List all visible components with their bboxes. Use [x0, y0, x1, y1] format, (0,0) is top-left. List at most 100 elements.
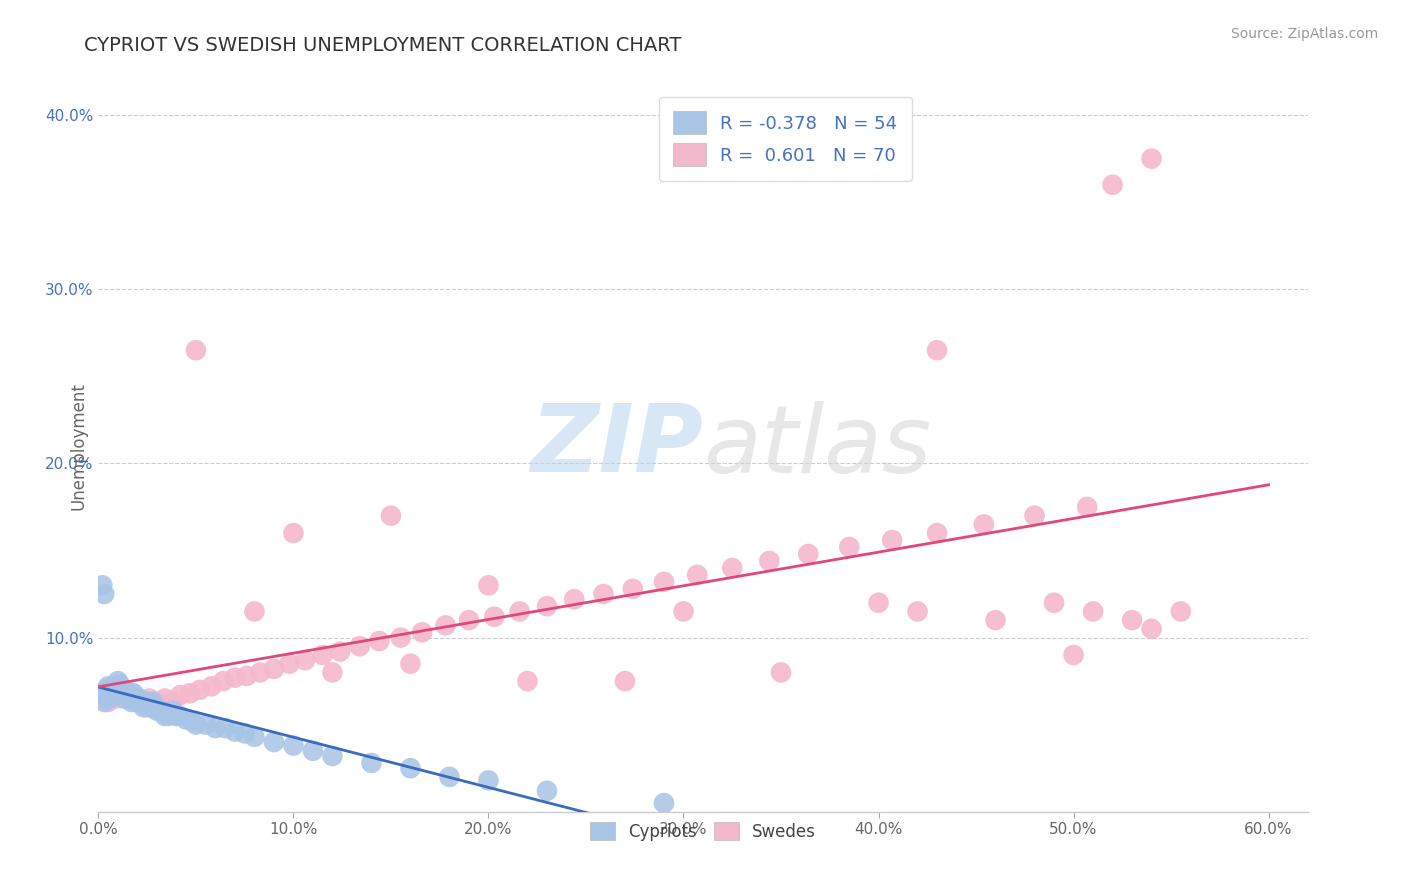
Point [1043, 596, 1066, 610]
Point [321, 665, 343, 680]
Point [143, 700, 166, 714]
Point [101, 688, 124, 702]
Text: CYPRIOT VS SWEDISH UNEMPLOYMENT CORRELATION CHART: CYPRIOT VS SWEDISH UNEMPLOYMENT CORRELAT… [84, 36, 682, 54]
Point [368, 634, 391, 648]
Point [162, 695, 184, 709]
Point [184, 717, 207, 731]
Point [134, 695, 156, 709]
Point [224, 671, 246, 685]
Point [434, 618, 457, 632]
Point [103, 682, 125, 697]
Point [149, 704, 172, 718]
Point [882, 533, 904, 547]
Point [181, 714, 204, 728]
Point [91, 578, 114, 592]
Point [686, 567, 709, 582]
Point [1121, 613, 1143, 627]
Point [104, 691, 127, 706]
Point [516, 674, 538, 689]
Point [652, 574, 675, 589]
Point [91, 686, 114, 700]
Point [114, 682, 136, 697]
Point [249, 665, 271, 680]
Point [184, 343, 207, 358]
Point [132, 695, 155, 709]
Point [111, 686, 134, 700]
Point [243, 730, 266, 744]
Point [93, 695, 115, 709]
Point [93, 686, 115, 700]
Point [127, 695, 149, 709]
Point [925, 343, 948, 358]
Point [477, 578, 499, 592]
Point [121, 695, 143, 709]
Point [1140, 622, 1163, 636]
Point [188, 682, 211, 697]
Point [484, 609, 506, 624]
Point [136, 700, 159, 714]
Point [321, 749, 343, 764]
Point [142, 695, 165, 709]
Point [312, 648, 335, 662]
Point [157, 709, 180, 723]
Point [477, 773, 499, 788]
Point [243, 604, 266, 618]
Point [118, 691, 141, 706]
Point [907, 604, 929, 618]
Point [283, 739, 305, 753]
Point [204, 721, 226, 735]
Point [360, 756, 382, 770]
Point [973, 517, 995, 532]
Point [153, 691, 176, 706]
Point [389, 631, 412, 645]
Point [1140, 152, 1163, 166]
Point [1076, 500, 1098, 514]
Point [263, 735, 285, 749]
Point [838, 540, 860, 554]
Point [263, 662, 285, 676]
Point [97, 679, 120, 693]
Point [104, 679, 127, 693]
Point [458, 613, 481, 627]
Point [165, 709, 187, 723]
Point [758, 554, 780, 568]
Point [179, 686, 201, 700]
Point [294, 653, 316, 667]
Point [124, 691, 146, 706]
Point [112, 686, 135, 700]
Point [97, 695, 120, 709]
Point [200, 679, 222, 693]
Point [131, 695, 153, 709]
Point [107, 674, 129, 689]
Point [868, 596, 890, 610]
Point [614, 674, 637, 689]
Point [439, 770, 461, 784]
Point [212, 674, 235, 689]
Point [769, 665, 792, 680]
Point [1024, 508, 1046, 523]
Point [174, 713, 197, 727]
Point [96, 682, 118, 697]
Point [278, 657, 301, 671]
Point [1170, 604, 1192, 618]
Point [121, 686, 143, 700]
Point [93, 587, 115, 601]
Point [153, 709, 176, 723]
Point [101, 686, 124, 700]
Point [1101, 178, 1123, 192]
Point [592, 587, 614, 601]
Point [399, 657, 422, 671]
Point [925, 526, 948, 541]
Point [1081, 604, 1104, 618]
Point [984, 613, 1007, 627]
Point [112, 691, 135, 706]
Point [411, 625, 433, 640]
Point [672, 604, 695, 618]
Y-axis label: Unemployment: Unemployment [69, 382, 87, 510]
Point [302, 744, 325, 758]
Point [652, 796, 675, 810]
Point [146, 695, 169, 709]
Text: atlas: atlas [703, 401, 931, 491]
Point [621, 582, 644, 596]
Point [117, 686, 139, 700]
